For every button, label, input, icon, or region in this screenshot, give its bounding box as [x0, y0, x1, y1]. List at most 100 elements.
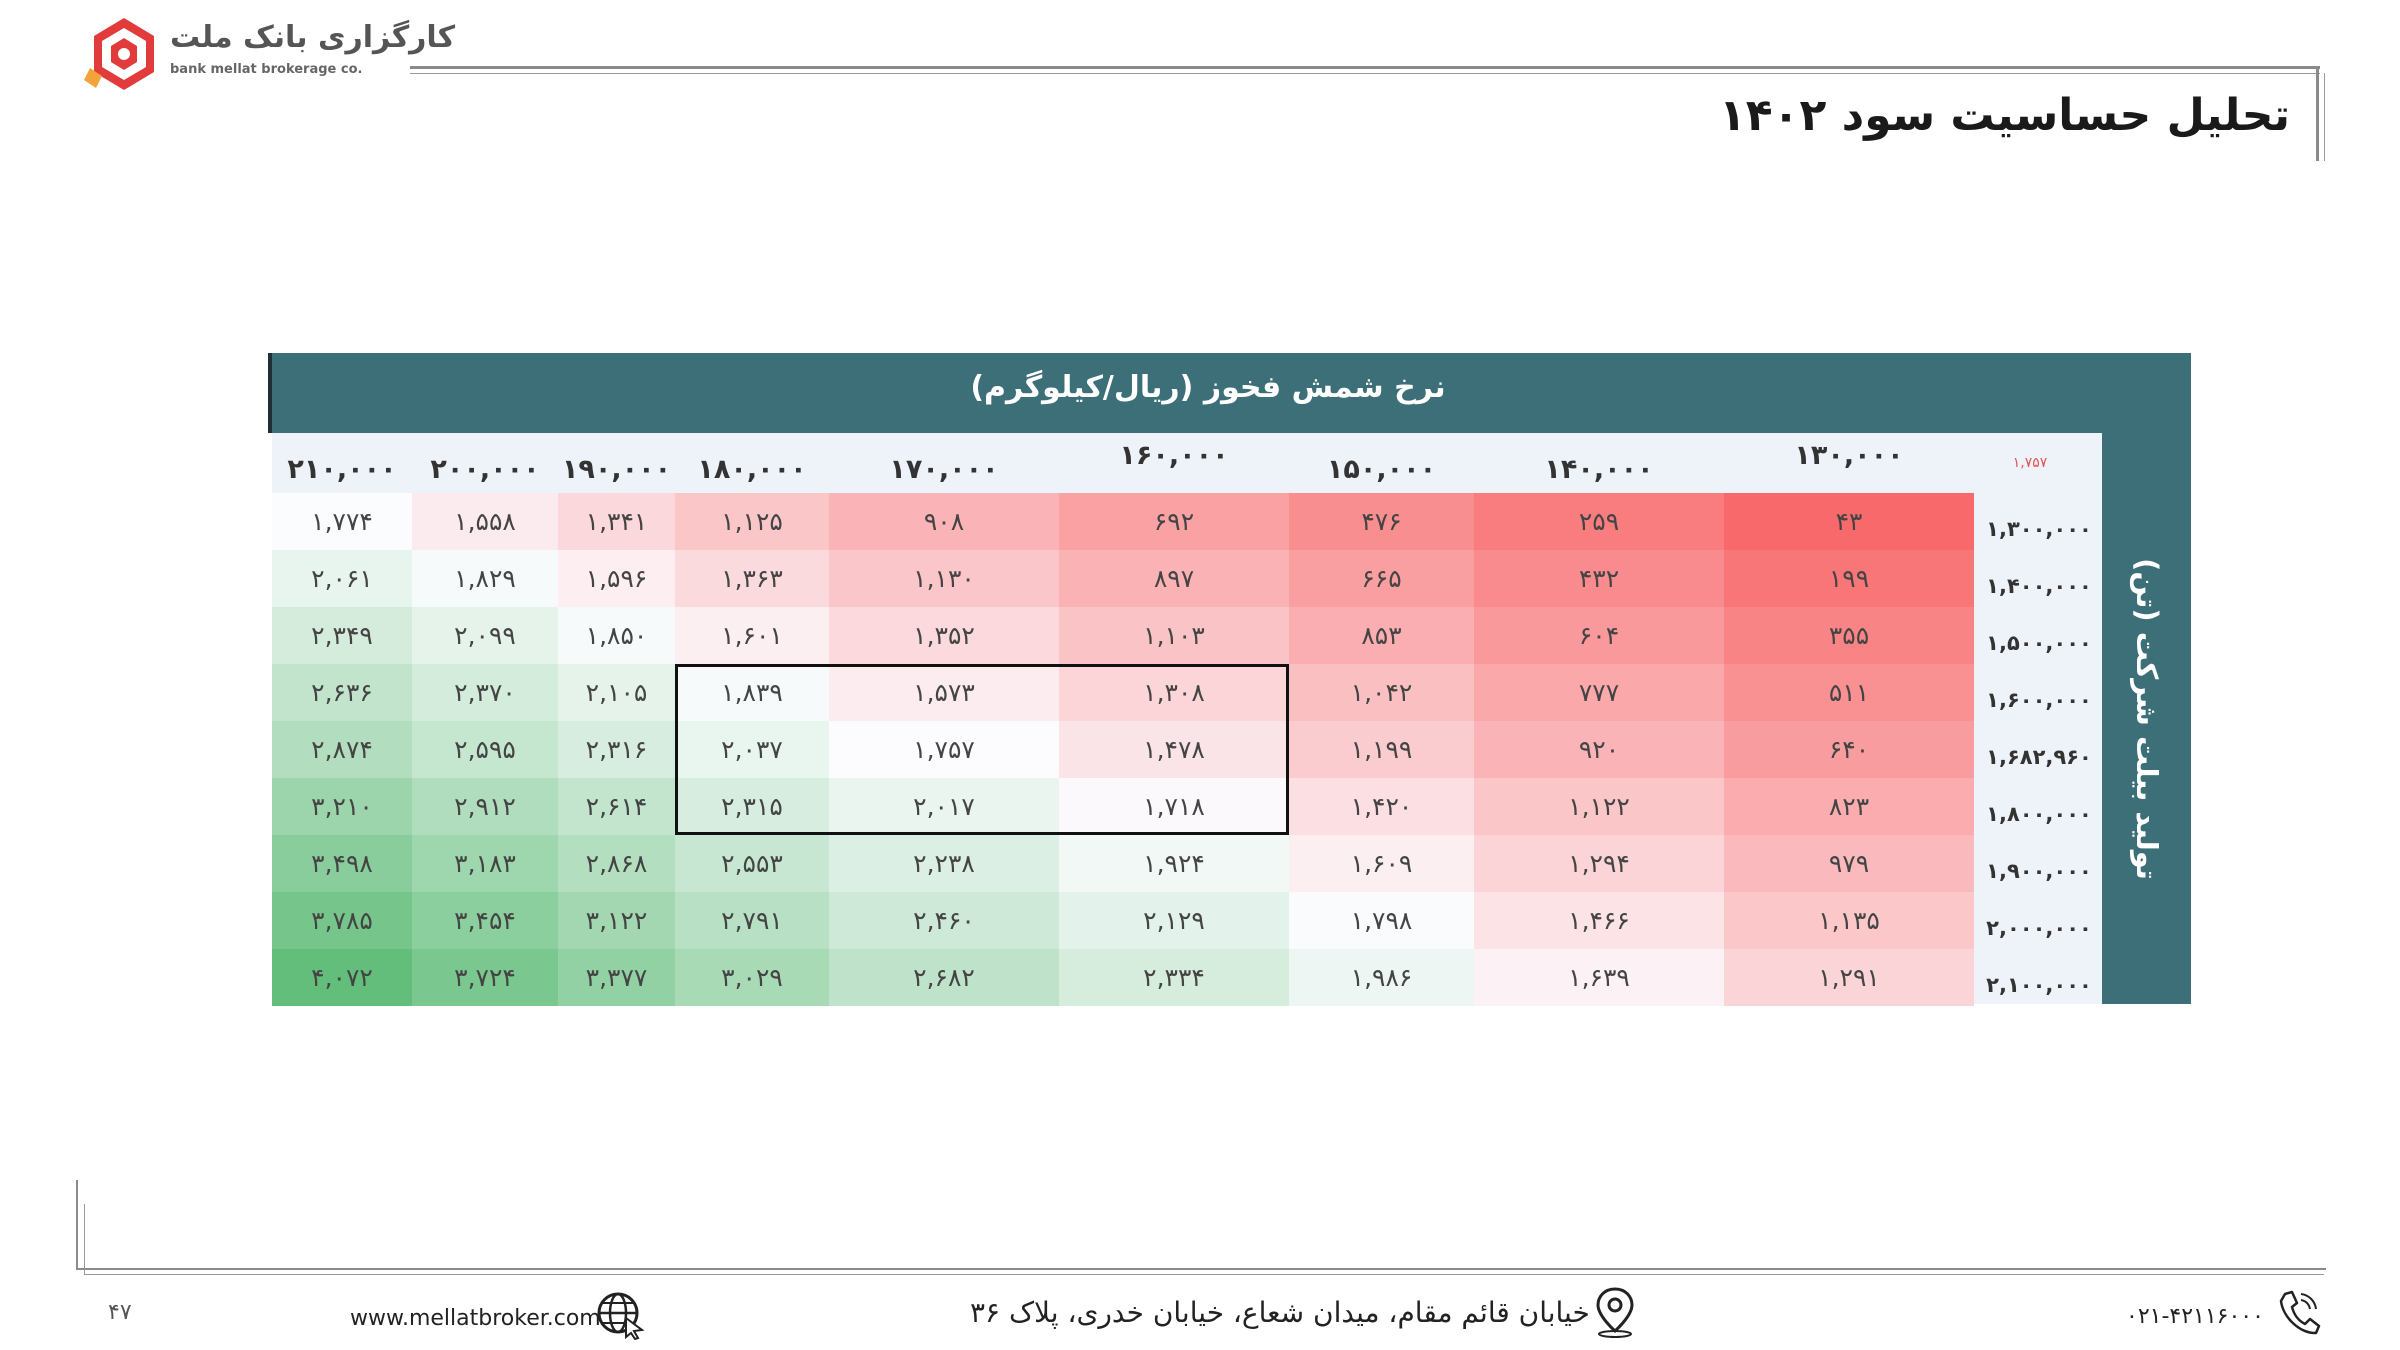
header-side-rule — [2316, 66, 2319, 161]
table-cell: ۸۵۳ — [1289, 607, 1474, 664]
table-cell: ۱,۳۶۳ — [675, 550, 829, 607]
website-link[interactable]: www.mellatbroker.com — [350, 1306, 601, 1331]
header-side-rule-thin — [2324, 73, 2325, 161]
table-cell: ۱,۶۰۹ — [1289, 835, 1474, 892]
footer-side-rule — [76, 1180, 78, 1270]
phone-icon — [2279, 1290, 2321, 1335]
table-cell: ۴۷۶ — [1289, 493, 1474, 550]
table-cell: ۷۷۷ — [1474, 664, 1724, 721]
table-cell: ۳,۴۵۴ — [412, 892, 558, 949]
table-cell: ۱۹۹ — [1724, 550, 1974, 607]
table-cell: ۲,۸۷۴ — [272, 721, 412, 778]
table-cell: ۳,۳۷۷ — [558, 949, 675, 1006]
table-cell: ۲,۰۱۷ — [829, 778, 1059, 835]
table-cell: ۱,۶۰۱ — [675, 607, 829, 664]
table-cell: ۹۰۸ — [829, 493, 1059, 550]
table-cell: ۲,۳۴۹ — [272, 607, 412, 664]
column-header: ۱۳۰,۰۰۰ — [1794, 440, 1904, 471]
row-header: ۱,۹۰۰,۰۰۰ — [1986, 859, 2092, 883]
table-cell: ۱,۷۱۸ — [1059, 778, 1289, 835]
table-cell: ۱,۴۷۸ — [1059, 721, 1289, 778]
table-cell: ۲,۰۳۷ — [675, 721, 829, 778]
table-cell: ۳,۱۸۳ — [412, 835, 558, 892]
table-cell: ۱,۸۳۹ — [675, 664, 829, 721]
table-top-band — [268, 353, 2191, 433]
row-header: ۱,۶۸۲,۹۶۰ — [1986, 745, 2092, 769]
table-cell: ۱,۳۵۲ — [829, 607, 1059, 664]
table-cell: ۱,۰۴۲ — [1289, 664, 1474, 721]
table-cell: ۲,۳۷۰ — [412, 664, 558, 721]
table-cell: ۶۹۲ — [1059, 493, 1289, 550]
table-cell: ۲۵۹ — [1474, 493, 1724, 550]
table-cell: ۲,۱۰۵ — [558, 664, 675, 721]
table-cell: ۱,۵۹۶ — [558, 550, 675, 607]
table-cell: ۲,۵۵۳ — [675, 835, 829, 892]
table-cell: ۳,۰۲۹ — [675, 949, 829, 1006]
table-cell: ۱,۷۵۷ — [829, 721, 1059, 778]
table-cell: ۴۳۲ — [1474, 550, 1724, 607]
column-axis-title: نرخ شمش فخوز (ریال/کیلوگرم) — [970, 370, 1446, 405]
table-cell: ۱,۶۳۹ — [1474, 949, 1724, 1006]
header-rule-thin — [410, 73, 2320, 74]
table-cell: ۲,۰۹۹ — [412, 607, 558, 664]
row-header: ۱,۵۰۰,۰۰۰ — [1986, 631, 2092, 655]
phone-number[interactable]: ۰۲۱-۴۲۱۱۶۰۰۰ — [2126, 1304, 2264, 1329]
table-cell: ۲,۶۱۴ — [558, 778, 675, 835]
table-cell: ۸۹۷ — [1059, 550, 1289, 607]
table-cell: ۶۶۵ — [1289, 550, 1474, 607]
table-cell: ۱,۷۹۸ — [1289, 892, 1474, 949]
table-cell: ۳,۱۲۲ — [558, 892, 675, 949]
table-cell: ۵۱۱ — [1724, 664, 1974, 721]
footer-side-rule-thin — [84, 1204, 85, 1274]
address-text: خیابان قائم مقام، میدان شعاع، خیابان خدر… — [970, 1296, 1590, 1329]
column-header: ۱۶۰,۰۰۰ — [1119, 440, 1229, 471]
table-cell: ۱,۴۶۶ — [1474, 892, 1724, 949]
table-cell: ۴,۰۷۲ — [272, 949, 412, 1006]
location-pin-icon — [1596, 1287, 1634, 1338]
table-cell: ۱,۱۳۰ — [829, 550, 1059, 607]
table-cell: ۲,۷۹۱ — [675, 892, 829, 949]
row-axis-title-wrap: تولید بیلت شرکت (تن) — [2102, 433, 2191, 1004]
table-cell: ۲,۳۱۵ — [675, 778, 829, 835]
table-cell: ۱,۱۲۵ — [675, 493, 829, 550]
column-header: ۱۸۰,۰۰۰ — [697, 454, 807, 485]
header-rule — [410, 66, 2320, 69]
table-cell: ۱,۱۹۹ — [1289, 721, 1474, 778]
table-cell: ۱,۱۰۳ — [1059, 607, 1289, 664]
table-cell: ۳,۷۸۵ — [272, 892, 412, 949]
table-cell: ۹۲۰ — [1474, 721, 1724, 778]
corner-value: ۱,۷۵۷ — [2012, 455, 2048, 471]
table-cell: ۲,۱۲۹ — [1059, 892, 1289, 949]
table-cell: ۱,۲۹۱ — [1724, 949, 1974, 1006]
column-header-band — [272, 433, 2102, 493]
row-header: ۱,۳۰۰,۰۰۰ — [1986, 517, 2092, 541]
table-cell: ۲,۳۳۴ — [1059, 949, 1289, 1006]
row-header-band — [1974, 493, 2102, 1004]
table-cell: ۳,۴۹۸ — [272, 835, 412, 892]
table-cell: ۱,۵۷۳ — [829, 664, 1059, 721]
row-header: ۲,۱۰۰,۰۰۰ — [1986, 973, 2092, 997]
column-header: ۱۵۰,۰۰۰ — [1326, 454, 1437, 485]
footer-rule-thin — [84, 1274, 2324, 1275]
logo-icon — [84, 18, 154, 90]
table-cell: ۲,۴۶۰ — [829, 892, 1059, 949]
column-header: ۲۱۰,۰۰۰ — [287, 454, 397, 485]
table-cell: ۱,۲۹۴ — [1474, 835, 1724, 892]
column-header: ۲۰۰,۰۰۰ — [430, 454, 540, 485]
page-title: تحلیل حساسیت سود ۱۴۰۲ — [1718, 90, 2290, 141]
table-cell: ۱,۱۳۵ — [1724, 892, 1974, 949]
row-header: ۱,۴۰۰,۰۰۰ — [1986, 574, 2092, 598]
table-cell: ۱,۹۲۴ — [1059, 835, 1289, 892]
table-cell: ۱,۳۰۸ — [1059, 664, 1289, 721]
table-cell: ۲,۲۳۸ — [829, 835, 1059, 892]
column-header: ۱۴۰,۰۰۰ — [1544, 454, 1654, 485]
table-cell: ۴۳ — [1724, 493, 1974, 550]
table-cell: ۱,۵۵۸ — [412, 493, 558, 550]
column-header: ۱۷۰,۰۰۰ — [889, 454, 999, 485]
table-cell: ۲,۶۳۶ — [272, 664, 412, 721]
page-number: ۴۷ — [108, 1300, 132, 1325]
table-cell: ۱,۹۸۶ — [1289, 949, 1474, 1006]
table-cell: ۲,۹۱۲ — [412, 778, 558, 835]
table-cell: ۱,۱۲۲ — [1474, 778, 1724, 835]
table-cell: ۱,۸۲۹ — [412, 550, 558, 607]
